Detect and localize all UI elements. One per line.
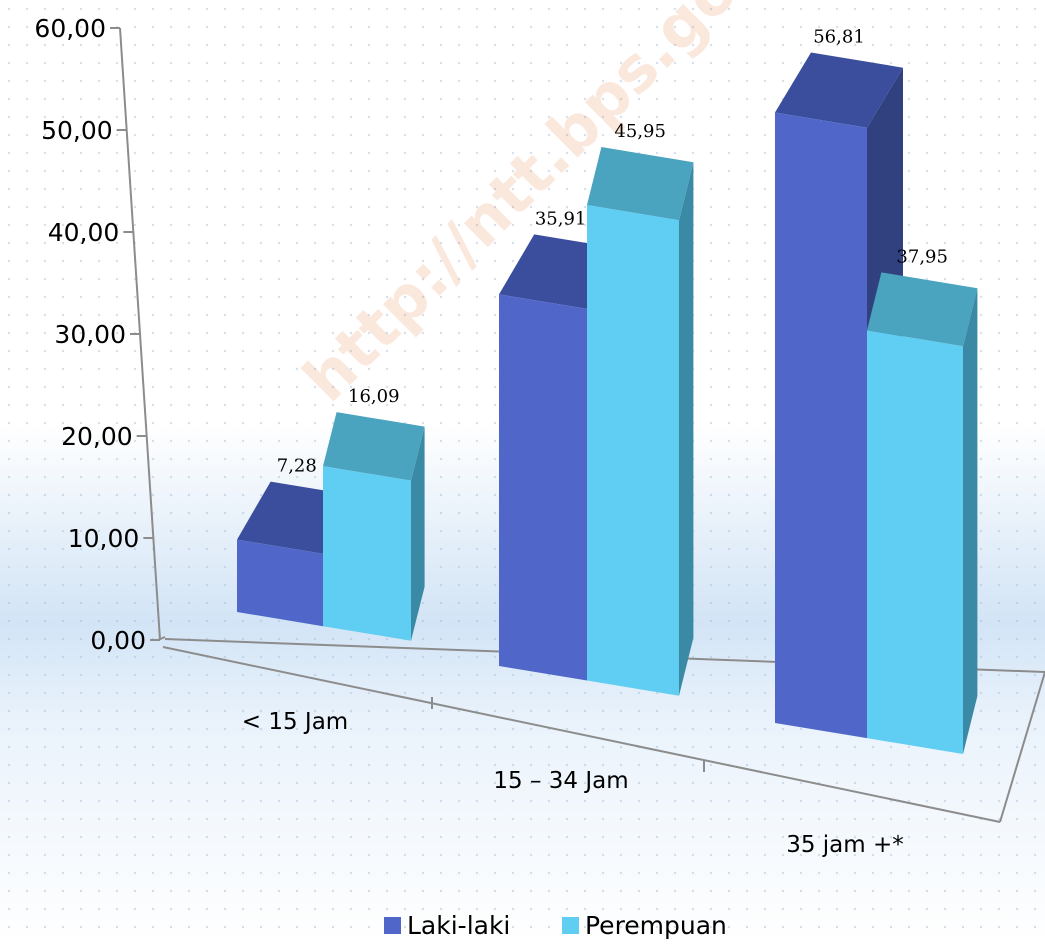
bar-top-face (775, 52, 903, 128)
legend-label: Perempuan (585, 911, 727, 940)
data-label: 56,81 (813, 27, 865, 48)
bar-perempuan (323, 466, 411, 641)
x-tick-label: < 15 Jam (242, 709, 348, 735)
bar-side-face (679, 162, 694, 696)
floor-front-edge (162, 646, 1001, 823)
bar-perempuan (867, 330, 963, 755)
data-label: 45,95 (614, 121, 666, 142)
y-tick-label: 10,00 (68, 524, 140, 553)
y-tick-label: 0,00 (90, 626, 146, 655)
bar-side-face (963, 288, 978, 755)
y-tick-label: 30,00 (54, 320, 126, 349)
x-tick-label: 35 jam +* (786, 832, 904, 858)
bar-top-face (323, 412, 425, 481)
bar-top-face (587, 147, 694, 221)
y-axis (110, 27, 161, 641)
bars: 7,28 16,09 35,91 45,95 56,81 37,95 (237, 27, 978, 755)
y-tick-label: 20,00 (61, 422, 133, 451)
x-tick-labels: < 15 Jam 15 – 34 Jam 35 jam +* (242, 709, 904, 858)
bar-side-face (411, 426, 425, 641)
data-label: 37,95 (896, 246, 948, 267)
floor-right-edge (999, 671, 1045, 823)
y-tick-labels: 0,00 10,00 20,00 30,00 40,00 50,00 60,00 (34, 14, 146, 655)
data-label: 35,91 (535, 208, 587, 229)
bar-top-face (867, 272, 978, 347)
data-label: 16,09 (348, 386, 400, 407)
x-tick-label: 15 – 34 Jam (493, 768, 628, 794)
bar-laki-laki (237, 539, 323, 627)
legend-swatch (562, 917, 579, 934)
legend: Laki-laki Perempuan (384, 911, 727, 940)
bar-laki-laki (775, 112, 867, 739)
data-label: 7,28 (277, 456, 317, 477)
y-tick-label: 60,00 (34, 14, 106, 43)
legend-label: Laki-laki (407, 911, 510, 940)
bar-laki-laki (499, 294, 587, 681)
y-tick-label: 40,00 (48, 218, 120, 247)
bar-perempuan (587, 205, 679, 696)
y-tick-label: 50,00 (41, 116, 113, 145)
legend-swatch (384, 917, 401, 934)
